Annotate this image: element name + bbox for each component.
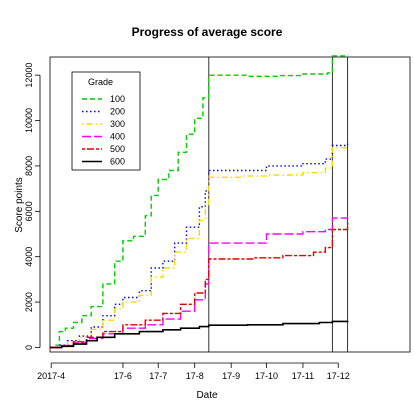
x-axis-label: Date [196,390,218,401]
legend-label-500: 500 [110,144,125,154]
series-line-200 [50,141,349,349]
x-tick-label: 17-9 [222,371,240,381]
legend-label-600: 600 [110,157,125,167]
series-line-600 [50,320,349,349]
series-line-100 [50,54,349,349]
y-axis: 0 2000 4000 6000 8000 10000 12000 [24,63,41,350]
y-tick-label: 8000 [24,156,34,176]
x-tick-label: 2017-4 [37,371,65,381]
y-tick-label: 4000 [24,247,34,267]
plot-frame [49,56,411,353]
series-lines [50,54,349,349]
series-line-500 [50,220,349,349]
y-tick-label: 12000 [24,63,34,88]
x-tick-label: 17-8 [186,371,204,381]
chart-title: Progress of average score [132,25,283,39]
legend-items: 100 200 300 400 500 600 [82,94,125,167]
y-axis-label: Score points [14,177,25,233]
x-tick-label: 17-6 [114,371,132,381]
y-tick-label: 10000 [24,108,34,133]
x-tick-label: 17-11 [292,371,314,381]
y-tick-label: 6000 [24,201,34,221]
y-tick-label: 2000 [24,292,34,312]
x-tick-label: 17-7 [149,371,167,381]
legend-label-300: 300 [110,119,125,129]
x-tick-label: 17-10 [255,371,278,381]
legend-label-100: 100 [110,94,125,104]
legend-box [71,71,141,171]
y-tick-label: 0 [24,345,34,350]
legend-label-400: 400 [110,132,125,142]
legend-label-200: 200 [110,107,125,117]
legend-title: Grade [88,77,113,87]
reference-lines [208,57,349,352]
x-axis: 2017-4 17-6 17-7 17-8 17-9 17-10 17-11 17-12 [37,362,350,381]
x-tick-label: 17-12 [327,371,350,381]
series-line-300 [50,146,349,349]
legend: Grade 100 200 300 400 500 600 [71,71,141,171]
